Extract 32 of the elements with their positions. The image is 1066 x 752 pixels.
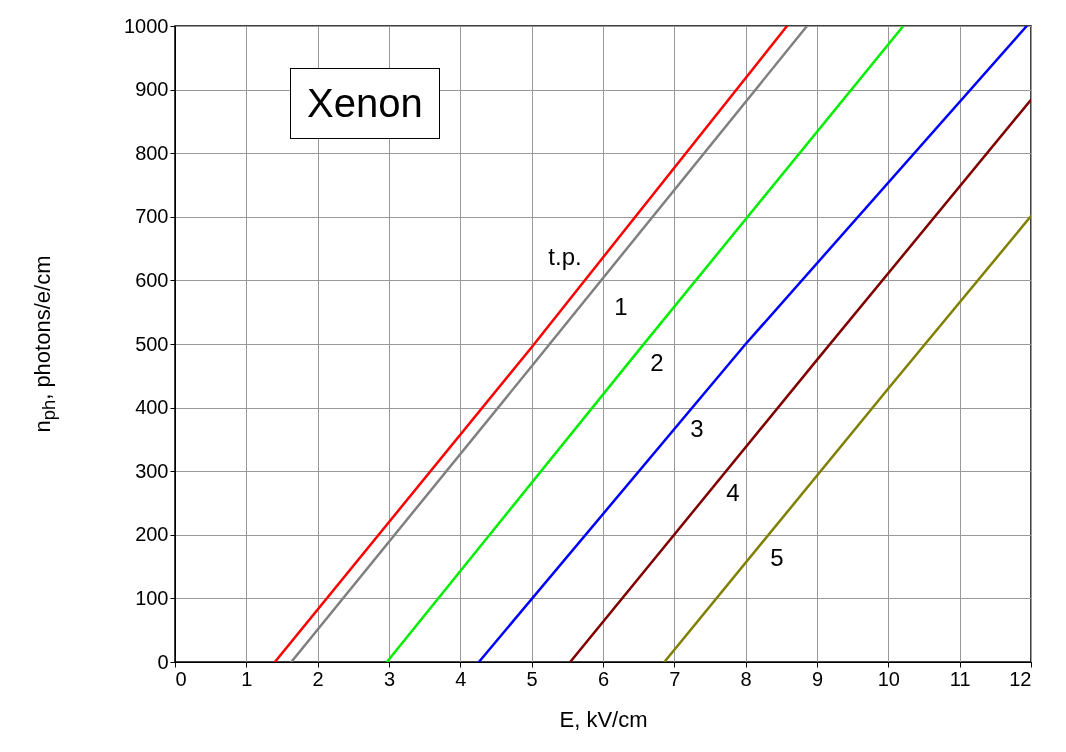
y-tick-label: 600 (135, 268, 169, 291)
y-tick-label: 500 (135, 332, 169, 355)
annotation: 3 (690, 415, 704, 443)
annotation: 2 (650, 349, 664, 377)
y-tick-label: 0 (157, 650, 169, 673)
y-tick-label: 100 (135, 586, 169, 609)
x-axis-title: E, kV/cm (559, 706, 648, 732)
x-tick-label: 7 (669, 667, 681, 690)
annotation: Xenon (290, 68, 440, 139)
x-tick-label: 5 (526, 667, 538, 690)
y-tick-label: 300 (135, 459, 169, 482)
y-tick-label: 800 (135, 141, 169, 164)
y-tick-label: 200 (135, 523, 169, 546)
annotation: 1 (614, 293, 628, 321)
y-tick-label: 900 (135, 78, 169, 101)
y-tick-label: 1000 (124, 14, 169, 37)
annotation: 5 (770, 544, 784, 572)
x-tick-label: 4 (455, 667, 467, 690)
x-tick-label: 12 (1009, 667, 1032, 690)
y-tick-label: 700 (135, 205, 169, 228)
y-tick-label: 400 (135, 396, 169, 419)
x-tick-label: 10 (877, 667, 900, 690)
x-tick-label: 0 (175, 667, 187, 690)
annotation: t.p. (548, 243, 582, 271)
x-tick-label: 11 (949, 667, 971, 690)
x-tick-label: 1 (241, 667, 253, 690)
x-tick-label: 3 (383, 667, 396, 690)
x-tick-label: 6 (597, 667, 610, 690)
x-tick-label: 8 (740, 667, 752, 690)
x-tick-label: 9 (811, 667, 824, 690)
annotation: 4 (726, 479, 740, 507)
x-tick-label: 2 (312, 667, 324, 690)
